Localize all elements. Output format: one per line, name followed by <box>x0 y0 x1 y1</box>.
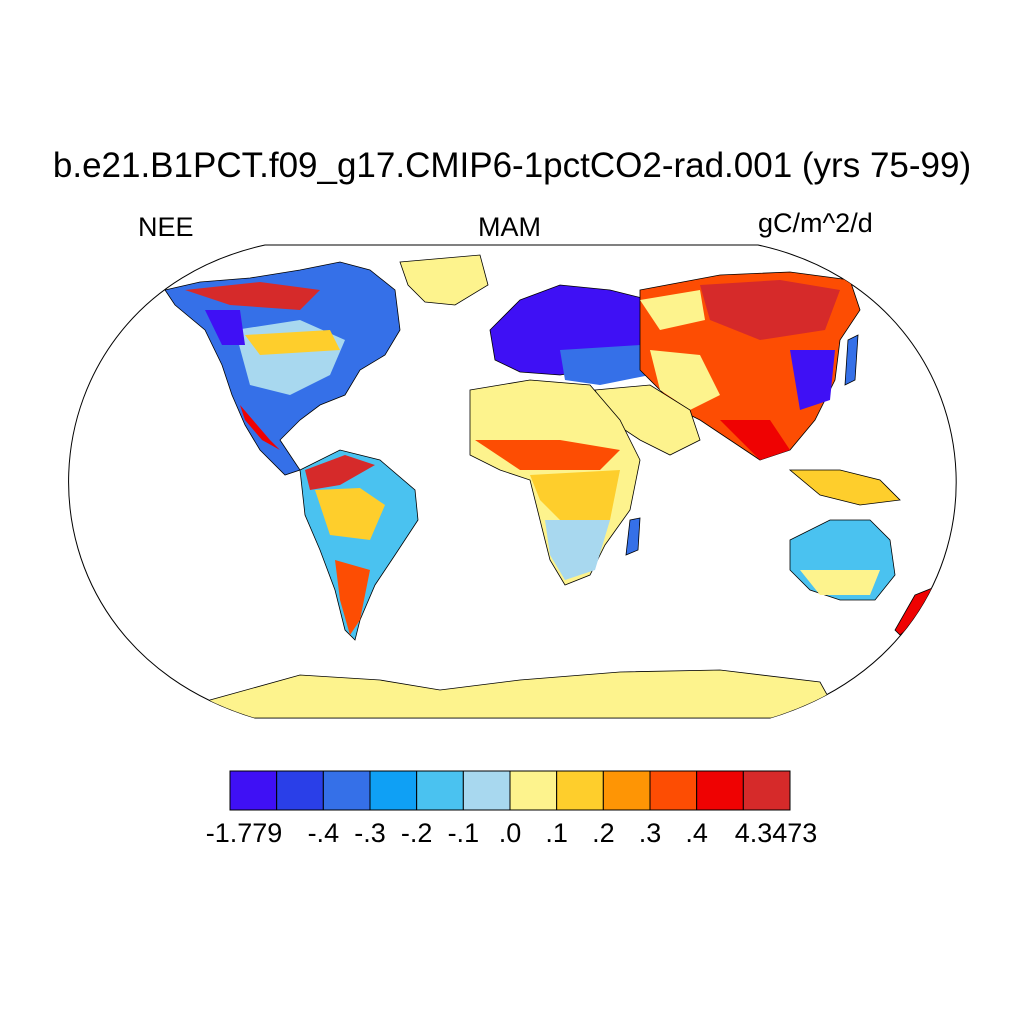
colorbar-swatch <box>696 770 744 811</box>
region-maritime-se-asia <box>788 469 901 506</box>
colorbar-swatch <box>509 770 558 811</box>
region-asia-south <box>720 420 790 460</box>
map-land <box>164 254 941 718</box>
region-na-blue <box>205 310 245 345</box>
region-sa-south <box>335 560 370 635</box>
colorbar-swatch <box>229 770 278 811</box>
region-na-north <box>185 282 320 310</box>
region-eu-south <box>560 345 650 385</box>
region-asia-east-blue <box>790 350 835 410</box>
region-asia-central <box>650 350 720 410</box>
colorbar-tick-label: -.1 <box>447 818 480 848</box>
colorbar-tick-label: .2 <box>592 818 615 848</box>
region-na-band <box>245 330 340 355</box>
variable-label: NEE <box>138 212 194 242</box>
colorbar <box>229 770 791 811</box>
colorbar-tick-label: -1.779 <box>205 818 283 848</box>
colorbar-swatch <box>556 770 604 811</box>
island-greenland <box>399 254 489 306</box>
colorbar-tick-label: -.2 <box>400 818 433 848</box>
colorbar-swatch <box>322 770 371 811</box>
region-asia-west <box>640 290 705 330</box>
plot-title: b.e21.B1PCT.f09_g17.CMIP6-1pctCO2-rad.00… <box>52 146 972 185</box>
colorbar-swatch <box>416 770 464 811</box>
region-africa-south <box>545 520 610 580</box>
colorbar-swatch <box>462 770 511 811</box>
continent-antarctica <box>199 669 841 718</box>
colorbar-swatch <box>369 770 418 811</box>
colorbar-tick-label: -.4 <box>307 818 340 848</box>
colorbar-tick-label: 4.3473 <box>734 818 818 848</box>
units-label: gC/m^2/d <box>758 208 873 238</box>
region-sa-north <box>305 455 375 490</box>
region-africa-sahel <box>475 440 620 470</box>
colorbar-tick-label: .1 <box>545 818 568 848</box>
colorbar-tick-label: -.3 <box>354 818 386 848</box>
island-japan <box>844 334 859 386</box>
colorbar-swatch <box>602 770 651 811</box>
colorbar-swatch <box>742 770 791 811</box>
season-label: MAM <box>478 212 541 242</box>
colorbar-swatch <box>649 770 698 811</box>
colorbar-tick-label: .3 <box>638 818 662 848</box>
region-africa-central <box>530 470 620 520</box>
colorbar-swatch <box>276 770 324 811</box>
region-asia-north <box>700 280 840 340</box>
region-australia-south <box>800 570 880 595</box>
island-madagascar <box>625 517 641 556</box>
colorbar-tick-label: .4 <box>685 818 708 848</box>
region-sa-center <box>315 488 385 540</box>
colorbar-tick-label: .0 <box>498 818 522 848</box>
